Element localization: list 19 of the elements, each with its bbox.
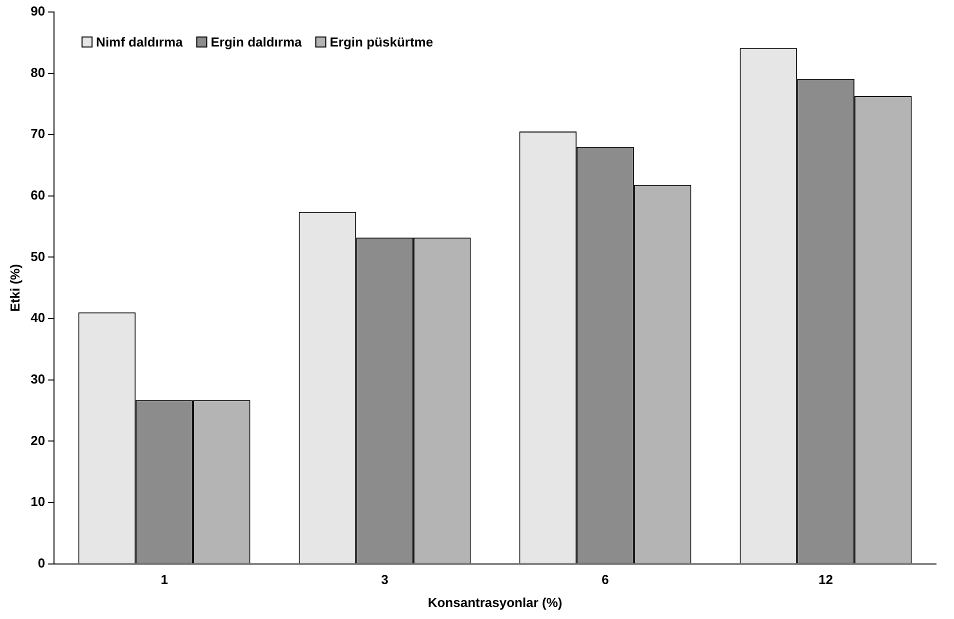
legend-label: Ergin püskürtme <box>330 34 434 50</box>
x-tick-label: 12 <box>818 572 833 588</box>
y-tick-label: 90 <box>30 4 46 19</box>
y-tick-label: 30 <box>30 371 46 386</box>
y-tick-label: 10 <box>30 494 46 510</box>
x-tick-label: 3 <box>381 572 388 588</box>
y-tick-label: 70 <box>30 126 46 142</box>
y-tick-label: 20 <box>30 432 46 448</box>
x-tick-label: 6 <box>602 572 609 588</box>
legend-label: Ergin daldırma <box>210 34 303 50</box>
y-tick-label: 50 <box>30 248 46 264</box>
y-axis-title: Etki (%) <box>7 264 22 312</box>
y-tick-label: 80 <box>30 64 46 80</box>
legend-label: Nimf daldırma <box>96 34 184 50</box>
x-axis-title: Konsantrasyonlar (%) <box>428 594 562 610</box>
y-tick-label: 60 <box>30 188 46 203</box>
y-tick-label: 0 <box>38 555 46 570</box>
y-tick-label: 40 <box>30 310 46 326</box>
x-tick-label: 1 <box>160 572 168 588</box>
